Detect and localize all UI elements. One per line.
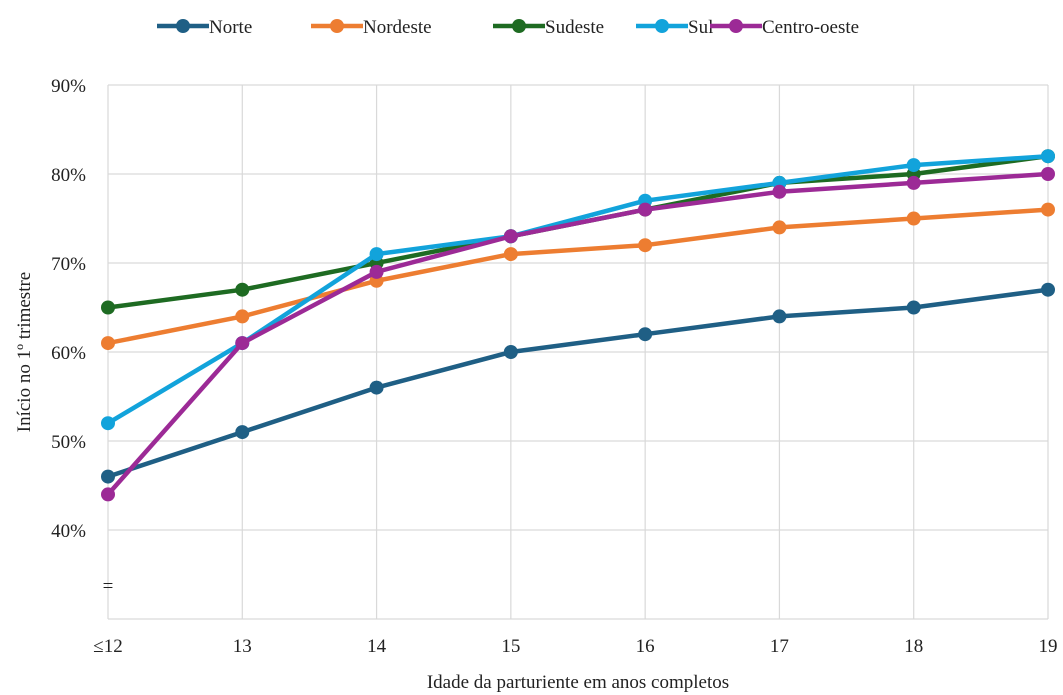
legend-item-centro-oeste: Centro-oeste — [710, 17, 859, 38]
legend-item-sudeste: Sudeste — [493, 17, 604, 38]
legend-label: Norte — [209, 17, 252, 38]
x-tick-label: 15 — [501, 636, 520, 657]
data-point — [1041, 167, 1055, 181]
data-point — [503, 229, 518, 244]
series-norte — [101, 282, 1055, 484]
data-point — [772, 220, 787, 235]
legend-label: Sul — [688, 17, 713, 38]
data-point — [906, 211, 921, 226]
x-tick-label: 13 — [233, 636, 252, 657]
y-tick-label: 90% — [51, 76, 86, 97]
data-point — [101, 469, 115, 484]
x-tick-label: 19 — [1039, 636, 1058, 657]
data-point — [638, 202, 653, 217]
data-point — [906, 158, 921, 173]
legend: Norte Nordeste Sudeste Sul Centro-oeste — [157, 17, 859, 38]
grid — [107, 84, 1049, 620]
y-axis-title: Início no 1º trimestre — [14, 272, 35, 433]
data-point — [101, 416, 115, 431]
x-tick-label: 18 — [904, 636, 923, 657]
data-point — [503, 345, 518, 359]
x-tick-label: ≤12 — [93, 636, 122, 657]
series-group — [101, 149, 1055, 502]
data-point — [906, 300, 921, 315]
legend-marker — [330, 19, 344, 33]
data-point — [503, 247, 518, 262]
data-point — [369, 264, 384, 279]
data-point — [772, 184, 787, 199]
data-point — [235, 425, 250, 440]
data-point — [101, 300, 115, 315]
y-tick-label: 70% — [51, 254, 86, 275]
x-tick-label: 14 — [367, 636, 387, 657]
data-point — [1041, 202, 1055, 217]
legend-item-norte: Norte — [157, 17, 252, 38]
legend-label: Sudeste — [545, 17, 604, 38]
legend-marker — [729, 19, 743, 33]
series-line — [107, 207, 1049, 346]
data-point — [1041, 149, 1055, 164]
data-point — [638, 327, 653, 342]
data-point — [638, 238, 653, 253]
series-line — [106, 153, 1049, 426]
legend-marker — [655, 19, 669, 33]
data-point — [235, 309, 250, 324]
legend-marker — [176, 19, 190, 33]
legend-item-sul: Sul — [636, 17, 713, 38]
data-point — [101, 336, 115, 351]
x-tick-label: 16 — [636, 636, 655, 657]
y-tick-label: 60% — [51, 343, 86, 364]
data-point — [772, 309, 787, 324]
legend-item-nordeste: Nordeste — [311, 17, 432, 38]
y-tick-label: 80% — [51, 165, 86, 186]
x-axis-ticks: ≤12 13 14 15 16 17 18 19 — [93, 636, 1057, 657]
legend-marker — [512, 19, 526, 33]
x-axis-title: Idade da parturiente em anos completos — [427, 672, 729, 693]
data-point — [369, 380, 384, 395]
y-axis-ticks: 40% 50% 60% 70% 80% 90% — [51, 76, 86, 542]
series-line — [107, 153, 1049, 310]
data-point — [235, 282, 250, 297]
data-point — [1041, 282, 1055, 297]
series-nordeste — [101, 202, 1055, 351]
series-line — [106, 171, 1049, 496]
data-point — [906, 175, 921, 190]
series-line — [107, 287, 1049, 479]
axis-break-mark: = — [103, 576, 114, 597]
legend-label: Nordeste — [363, 17, 432, 38]
data-point — [101, 487, 115, 502]
series-centro-oeste — [101, 167, 1055, 502]
y-tick-label: 50% — [51, 432, 86, 453]
data-point — [369, 247, 384, 262]
legend-label: Centro-oeste — [762, 17, 859, 38]
data-point — [235, 336, 250, 351]
y-tick-label: 40% — [51, 521, 86, 542]
x-tick-label: 17 — [770, 636, 789, 657]
